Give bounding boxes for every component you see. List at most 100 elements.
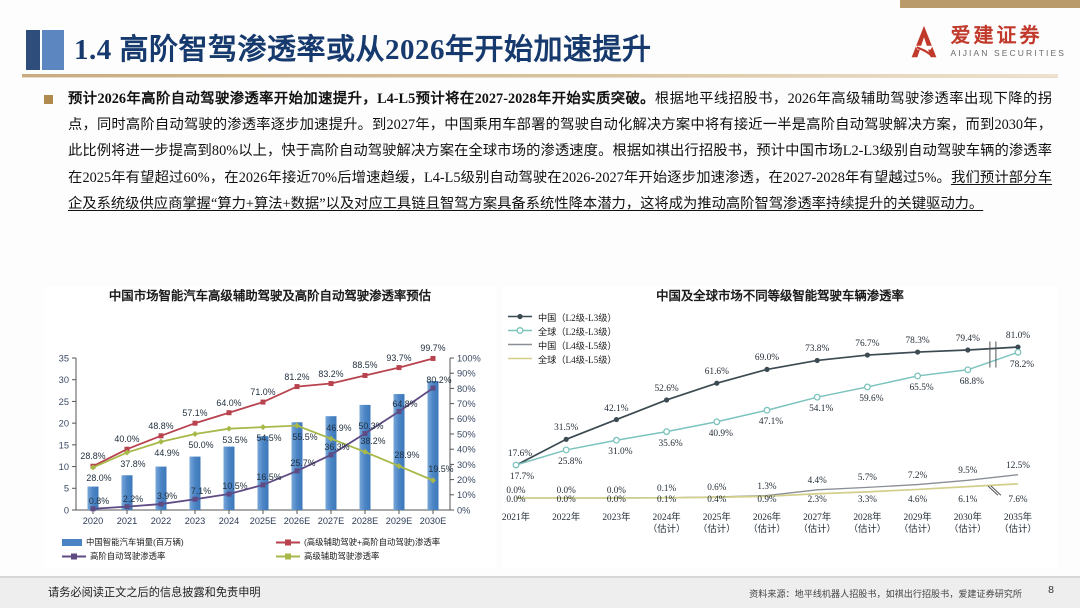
body-paragraph: 预计2026年高阶自动驾驶渗透率开始加速提升，L4-L5预计将在2027-202… bbox=[68, 86, 1052, 217]
slide-header: 1.4 高阶智驾渗透率或从2026年开始加速提升 爱建证券 AIJIAN SEC… bbox=[0, 0, 1080, 78]
chart-right-svg bbox=[512, 341, 1022, 499]
legend-label: 全球（L2级-L3级） bbox=[538, 327, 617, 337]
paragraph-underlined: 我们预计部分车企及系统级供应商掌握“算力+算法+数据”以及对应工具链且智驾方案具… bbox=[68, 169, 1053, 212]
label-total-2023: 57.1% bbox=[182, 408, 208, 419]
bar-2027E bbox=[325, 416, 337, 510]
label-china-l4l5-0: 0.0% bbox=[506, 485, 526, 496]
svg-text:10: 10 bbox=[59, 462, 69, 472]
bar-2025E bbox=[257, 436, 269, 510]
label-china-l4l5-5: 1.3% bbox=[757, 480, 777, 491]
label-china-l4l5-8: 7.2% bbox=[908, 469, 928, 480]
label-auto-2027E: 36.3% bbox=[324, 441, 350, 452]
legend-label: 中国（L2级-L3级） bbox=[538, 313, 617, 323]
label-total-2024: 64.0% bbox=[216, 397, 242, 408]
label-global-l4l5-10: 7.6% bbox=[1008, 494, 1028, 504]
footer-source: 资料来源：地平线机器人招股书，如祺出行招股书，爱建证券研究所 bbox=[749, 589, 1022, 599]
bar-2028E bbox=[359, 404, 371, 510]
label-global-l4l5-9: 6.1% bbox=[958, 494, 978, 504]
xtick-2024: 2024 bbox=[218, 516, 240, 526]
aijian-a-mark-icon bbox=[905, 23, 943, 61]
label-total-2022: 48.8% bbox=[148, 420, 174, 431]
label-auto-2026E: 25.7% bbox=[290, 457, 316, 468]
label-global-l4l5-8: 4.6% bbox=[908, 494, 928, 504]
label-auto-2021: 2.2% bbox=[122, 493, 144, 504]
bar-2024 bbox=[223, 446, 235, 510]
svg-text:50%: 50% bbox=[457, 429, 476, 439]
xtick-10: 2035年 （估计） bbox=[999, 513, 1037, 535]
svg-text:20%: 20% bbox=[457, 475, 476, 485]
paragraph-lead: 预计2026年高阶自动驾驶渗透率开始加速提升，L4-L5预计将在2027-202… bbox=[68, 91, 655, 107]
label-global-l4l5-6: 2.3% bbox=[807, 494, 827, 504]
footer-divider bbox=[0, 576, 1080, 578]
label-china-l4l5-6: 4.4% bbox=[807, 474, 827, 485]
label-auto-2025E: 16.5% bbox=[256, 471, 282, 482]
label-auto-2022: 3.9% bbox=[156, 491, 178, 502]
bar-swatch-icon bbox=[62, 538, 82, 546]
legend-label: (高级辅助驾驶+高阶自动驾驶)渗透率 bbox=[304, 537, 441, 547]
title-accent-square-light bbox=[42, 30, 64, 70]
legend-item-line-marker-olive: 高级辅助驾驶渗透率 bbox=[276, 550, 379, 562]
label-global-l2l3-3: 35.6% bbox=[658, 438, 683, 449]
label-china-l2l3-6: 73.8% bbox=[805, 344, 830, 355]
legend-item-plain-line-gray: 中国（L4级-L5级） bbox=[508, 338, 617, 352]
xtick-1: 2022年 bbox=[552, 513, 581, 523]
xtick-9: 2030年 （估计） bbox=[949, 513, 987, 535]
label-adas-2025E: 54.5% bbox=[256, 433, 282, 444]
legend-item-line-marker-red: (高级辅助驾驶+高阶自动驾驶)渗透率 bbox=[276, 536, 440, 548]
label-china-l2l3-5: 69.0% bbox=[754, 353, 780, 364]
bar-2026E bbox=[291, 422, 303, 510]
label-china-l2l3-1: 31.5% bbox=[554, 423, 579, 434]
xtick-2029E: 2029E bbox=[385, 516, 413, 526]
label-china-l4l5-2: 0.0% bbox=[606, 485, 626, 496]
header-divider-thin bbox=[22, 77, 1058, 78]
label-china-l2l3-7: 76.7% bbox=[855, 339, 880, 350]
label-china-l2l3-9: 79.4% bbox=[955, 334, 980, 345]
label-china-l2l3-8: 78.3% bbox=[905, 336, 930, 347]
chart-left-svg: 0 5 10 15 20 25 30 35 0% 10% 20% 30% 40% 50% 60% 70% 80%… bbox=[59, 353, 481, 515]
label-global-l2l3-9: 68.8% bbox=[959, 376, 984, 387]
label-global-l2l3-6: 54.1% bbox=[809, 404, 834, 415]
page-title: 1.4 高阶智驾渗透率或从2026年开始加速提升 bbox=[74, 34, 652, 66]
xtick-3: 2024年 （估计） bbox=[647, 513, 686, 535]
svg-text:70%: 70% bbox=[457, 399, 476, 409]
label-total-2027E: 83.2% bbox=[318, 368, 344, 379]
svg-text:20: 20 bbox=[59, 419, 69, 429]
label-global-l4l5-1: 0.0% bbox=[556, 494, 576, 504]
company-logo: 爱建证券 AIJIAN SECURITIES bbox=[905, 20, 1066, 64]
label-total-2021: 40.0% bbox=[114, 434, 140, 445]
line-swatch-icon bbox=[276, 538, 300, 547]
svg-text:25: 25 bbox=[59, 397, 69, 407]
header-top-strip bbox=[900, 0, 1080, 8]
logo-wordmark: 爱建证券 AIJIAN SECURITIES bbox=[950, 26, 1066, 58]
svg-text:10%: 10% bbox=[457, 490, 476, 500]
label-china-l2l3-2: 42.1% bbox=[604, 403, 629, 414]
bar-2023 bbox=[189, 456, 201, 510]
label-total-2028E: 88.5% bbox=[352, 360, 378, 371]
label-adas-2028E: 38.2% bbox=[360, 435, 386, 446]
title-accent-square-dark bbox=[26, 30, 40, 70]
paragraph-rest: 根据地平线招股书，2026年高级辅助驾驶渗透率出现下降的拐点，同时高阶自动驾驶的… bbox=[68, 91, 1052, 186]
chart-right-plot: 17.6% 31.5% 42.1% 52.6% 61.6% 69.0% 73.8% 76.7%… bbox=[502, 304, 1058, 554]
legend-label: 高级辅助驾驶渗透率 bbox=[304, 551, 380, 561]
label-total-2026E: 81.2% bbox=[284, 371, 310, 382]
xtick-2028E: 2028E bbox=[351, 516, 379, 526]
label-adas-2029E: 28.9% bbox=[394, 450, 420, 461]
label-global-l4l5-2: 0.0% bbox=[606, 494, 626, 504]
xtick-6: 2027年 （估计） bbox=[798, 513, 836, 535]
label-china-l2l3-10: 81.0% bbox=[1005, 331, 1031, 342]
svg-text:30: 30 bbox=[59, 375, 69, 385]
label-auto-2029E: 64.8% bbox=[392, 398, 418, 409]
svg-text:60%: 60% bbox=[457, 414, 476, 424]
footer-disclaimer: 请务必阅读正文之后的信息披露和免责申明 bbox=[48, 587, 261, 599]
label-global-l2l3-10: 78.2% bbox=[1009, 360, 1035, 371]
xtick-8: 2029年 （估计） bbox=[898, 513, 937, 535]
label-total-2029E: 93.7% bbox=[386, 352, 412, 363]
xtick-4: 2025年 （估计） bbox=[698, 513, 736, 535]
xtick-2021: 2021 bbox=[116, 516, 138, 526]
header-divider bbox=[22, 74, 1058, 77]
label-global-l2l3-5: 47.1% bbox=[758, 417, 784, 428]
legend-item-bar-swatch: 中国智能汽车销量(百万辆) bbox=[62, 536, 184, 548]
legend-label: 高阶自动驾驶渗透率 bbox=[90, 551, 166, 561]
svg-text:35: 35 bbox=[59, 353, 69, 363]
svg-text:40%: 40% bbox=[457, 445, 476, 455]
